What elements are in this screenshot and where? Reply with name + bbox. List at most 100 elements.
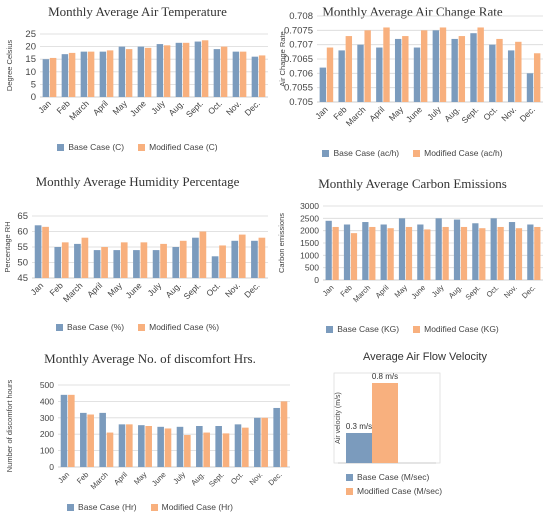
x-tick-label: Jan — [56, 470, 71, 485]
x-tick-label: Aug. — [163, 280, 182, 299]
x-tick-label: Nov. — [248, 470, 265, 487]
x-tick-label: May — [387, 104, 406, 123]
y-tick-label: 2500 — [300, 213, 319, 223]
legend-label: Base Case (%) — [66, 322, 125, 332]
bar-base — [113, 250, 121, 278]
y-tick-label: 0 — [49, 462, 54, 472]
bar-base — [508, 222, 516, 280]
legend-swatch-base — [67, 503, 75, 511]
y-tick-label: 1500 — [300, 238, 319, 248]
bar-base — [213, 49, 221, 97]
x-tick-label: March — [67, 98, 91, 122]
chart-discomfort-hours: Monthly Average No. of discomfort Hrs. 0… — [0, 345, 300, 520]
bar-base — [343, 224, 351, 280]
y-tick-label: 500 — [40, 380, 54, 390]
bar-base — [413, 47, 421, 102]
bar-modified — [184, 435, 191, 467]
x-tick-label: July — [171, 470, 187, 486]
bar-base — [34, 225, 42, 278]
bar-modified — [140, 242, 148, 278]
bar-base — [357, 44, 364, 102]
bar-modified — [258, 55, 266, 97]
bar-base — [133, 250, 140, 278]
chart-title: Monthly Average Air Change Rate — [322, 4, 503, 19]
y-tick-label: 0 — [31, 92, 36, 103]
y-tick-label: 0.7075 — [284, 25, 313, 36]
y-tick-label: 200 — [40, 429, 54, 439]
chart-title: Monthly Average Carbon Emissions — [318, 176, 507, 191]
bar-base — [99, 412, 106, 467]
bar-modified — [261, 417, 268, 467]
legend-label: Modified Case (M/sec) — [357, 486, 443, 496]
legend-swatch-base — [346, 473, 353, 481]
x-tick-label: March — [89, 470, 110, 491]
bar-base — [380, 224, 387, 280]
y-tick-label: 0 — [314, 275, 319, 285]
y-tick-label: 5 — [31, 79, 36, 90]
legend-label: Base Case (Hr) — [78, 502, 137, 512]
x-tick-label: Oct. — [204, 280, 222, 298]
legend-item-base: Base Case (C) — [57, 142, 124, 152]
y-tick-label: 0.705 — [289, 97, 313, 108]
x-tick-label: May — [393, 283, 410, 300]
x-tick-label: June — [404, 104, 424, 124]
legend-label: Base Case (C) — [68, 142, 125, 152]
legend-swatch-modified — [138, 143, 146, 151]
bar-base — [80, 412, 87, 467]
bar-base — [376, 47, 383, 102]
bar-base — [470, 33, 477, 103]
bar-modified — [219, 245, 226, 278]
x-tick-label: Jan — [321, 283, 336, 298]
chart-carbon-emissions: Monthly Average Carbon Emissions 0 500 100… — [275, 170, 550, 345]
y-axis-label: Degree Celsius — [5, 40, 14, 92]
bar-modified — [49, 57, 57, 97]
bar-modified — [68, 394, 75, 467]
x-tick-label: Jan — [28, 280, 45, 297]
bar-base — [118, 424, 126, 467]
chart-plot: 0 500 1000 1500 2000 2500 3000 Carbon emissions… — [277, 201, 543, 304]
legend-item-base: Base Case (M/sec) — [346, 472, 429, 482]
bar-base — [234, 424, 242, 467]
x-tick-label: April — [374, 283, 391, 300]
bar-base — [527, 224, 534, 280]
bar-modified — [497, 226, 504, 280]
legend-item-modified: Modified Case (M/sec) — [346, 486, 442, 496]
bar-modified — [402, 36, 409, 102]
y-tick-label: 10 — [25, 67, 36, 78]
legend-label: Base Case (ac/h) — [333, 148, 400, 158]
legend-item-modified: Modified Case (%) — [138, 322, 219, 332]
bar-modified — [442, 226, 449, 280]
bar-base — [362, 222, 369, 280]
legend-swatch-modified — [150, 503, 158, 511]
bar-base — [99, 51, 107, 97]
y-tick-label: 60 — [17, 227, 28, 238]
bar-modified — [345, 36, 353, 102]
legend-label: Modified Case (Hr) — [161, 502, 233, 512]
chart-legend: Base Case (C) Modified Case (C) — [0, 142, 275, 152]
bar-base — [417, 224, 424, 280]
x-tick-label: July — [430, 283, 446, 299]
x-tick-label: July — [149, 98, 167, 116]
legend-label: Modified Case (C) — [149, 142, 218, 152]
bar-base — [394, 38, 402, 102]
x-tick-label: April — [367, 104, 386, 123]
x-tick-label: Aug. — [447, 283, 464, 300]
bar-base — [172, 247, 180, 278]
chart-plot: 0.705 0.7055 0.706 0.7065 0.707 0.7075 0.708Ai… — [278, 11, 543, 128]
legend-item-base: Base Case (Hr) — [67, 502, 137, 512]
bar-modified — [424, 229, 431, 280]
bar-modified — [61, 242, 69, 278]
bar-modified — [160, 243, 167, 278]
bar-modified — [477, 27, 484, 102]
chart-legend: Base Case (KG) Modified Case (KG) — [275, 324, 550, 334]
chart-humidity: Monthly Average Humidity Percentage 45 50… — [0, 170, 275, 345]
y-axis-label: Carbon emissions — [277, 213, 286, 273]
y-tick-label: 20 — [25, 42, 36, 53]
bar-modified — [533, 53, 541, 102]
bar-modified — [239, 51, 247, 97]
legend-label: Modified Case (ac/h) — [424, 148, 503, 158]
bar-modified — [369, 226, 376, 280]
legend-item-modified: Modified Case (ac/h) — [413, 148, 503, 158]
x-tick-label: Oct. — [206, 98, 224, 116]
y-tick-label: 2000 — [300, 226, 319, 236]
